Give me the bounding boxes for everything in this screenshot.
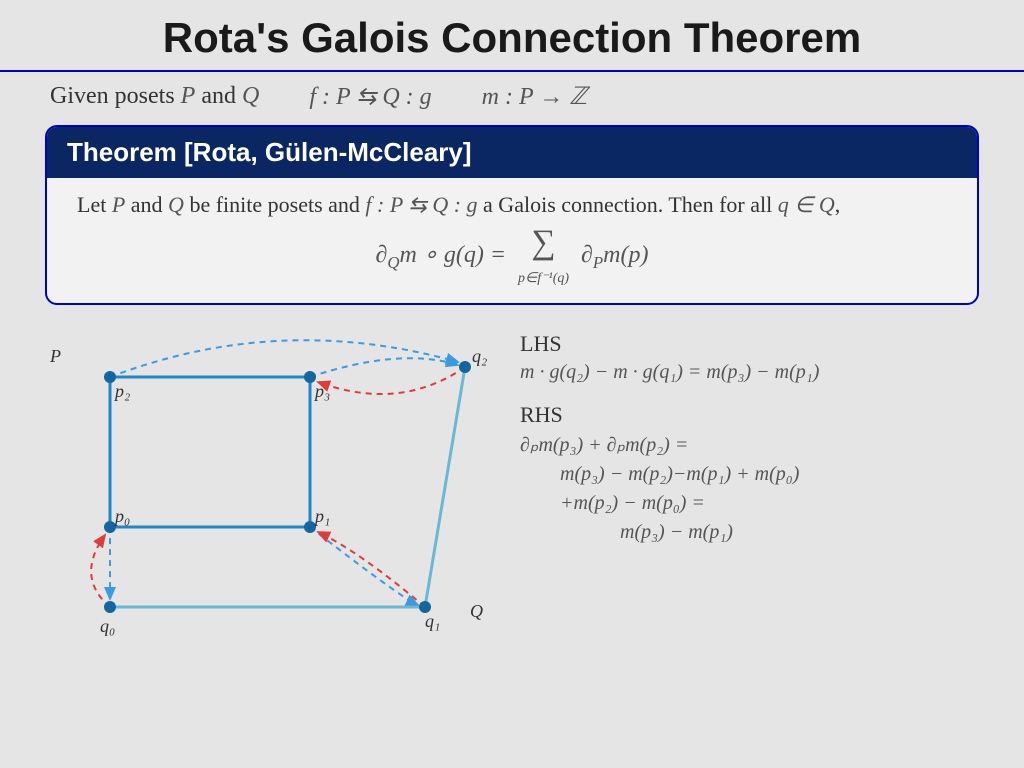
theorem-box: Theorem [Rota, Gülen-McCleary] Let P and…	[45, 125, 979, 305]
title-rule	[0, 70, 1024, 72]
diagram-svg: P Q p₂ p₃ p₀ p₁ q₀ q₁ q₂	[20, 327, 510, 657]
lhs-line: m · g(q₂) − m · g(q₁) = m(p₃) − m(p₁)	[520, 361, 1004, 384]
label-p2: p₂	[113, 381, 130, 401]
label-p3: p₃	[313, 381, 330, 401]
poset-diagram: P Q p₂ p₃ p₀ p₁ q₀ q₁ q₂	[20, 327, 510, 657]
lower-section: P Q p₂ p₃ p₀ p₁ q₀ q₁ q₂ LHS m · g(q₂) −…	[0, 319, 1024, 665]
galois-map: f : P ⇆ Q : g	[309, 82, 431, 111]
label-Q: Q	[470, 601, 483, 621]
label-q0: q₀	[100, 616, 115, 636]
label-q2: q₂	[472, 346, 487, 366]
label-q1: q₁	[425, 611, 440, 631]
m-map: m : P → ℤ	[482, 82, 587, 111]
slide-title: Rota's Galois Connection Theorem	[0, 0, 1024, 62]
label-p0: p₀	[113, 506, 130, 526]
rhs-l2: m(p₃) − m(p₂)−m(p₁) + m(p₀)	[520, 463, 1004, 486]
rhs-title: RHS	[520, 402, 1004, 428]
calc-column: LHS m · g(q₂) − m · g(q₁) = m(p₃) − m(p₁…	[510, 327, 1004, 657]
rhs-l3: +m(p₂) − m(p₀) =	[520, 492, 1004, 515]
label-p1: p₁	[313, 506, 330, 526]
given-text: Given posets P and Q	[50, 83, 259, 110]
theorem-header: Theorem [Rota, Gülen-McCleary]	[47, 127, 977, 178]
label-P: P	[49, 346, 61, 366]
rhs-l1: ∂ₚm(p₃) + ∂ₚm(p₂) =	[520, 432, 1004, 457]
theorem-equation: ∂Qm ∘ g(q) = ∑ p∈f⁻¹(q) ∂Pm(p)	[77, 224, 947, 289]
intro-row: Given posets P and Q f : P ⇆ Q : g m : P…	[0, 82, 1024, 111]
lhs-title: LHS	[520, 331, 1004, 357]
theorem-body: Let P and Q be finite posets and f : P ⇆…	[47, 178, 977, 303]
rhs-l4: m(p₃) − m(p₁)	[520, 521, 1004, 544]
